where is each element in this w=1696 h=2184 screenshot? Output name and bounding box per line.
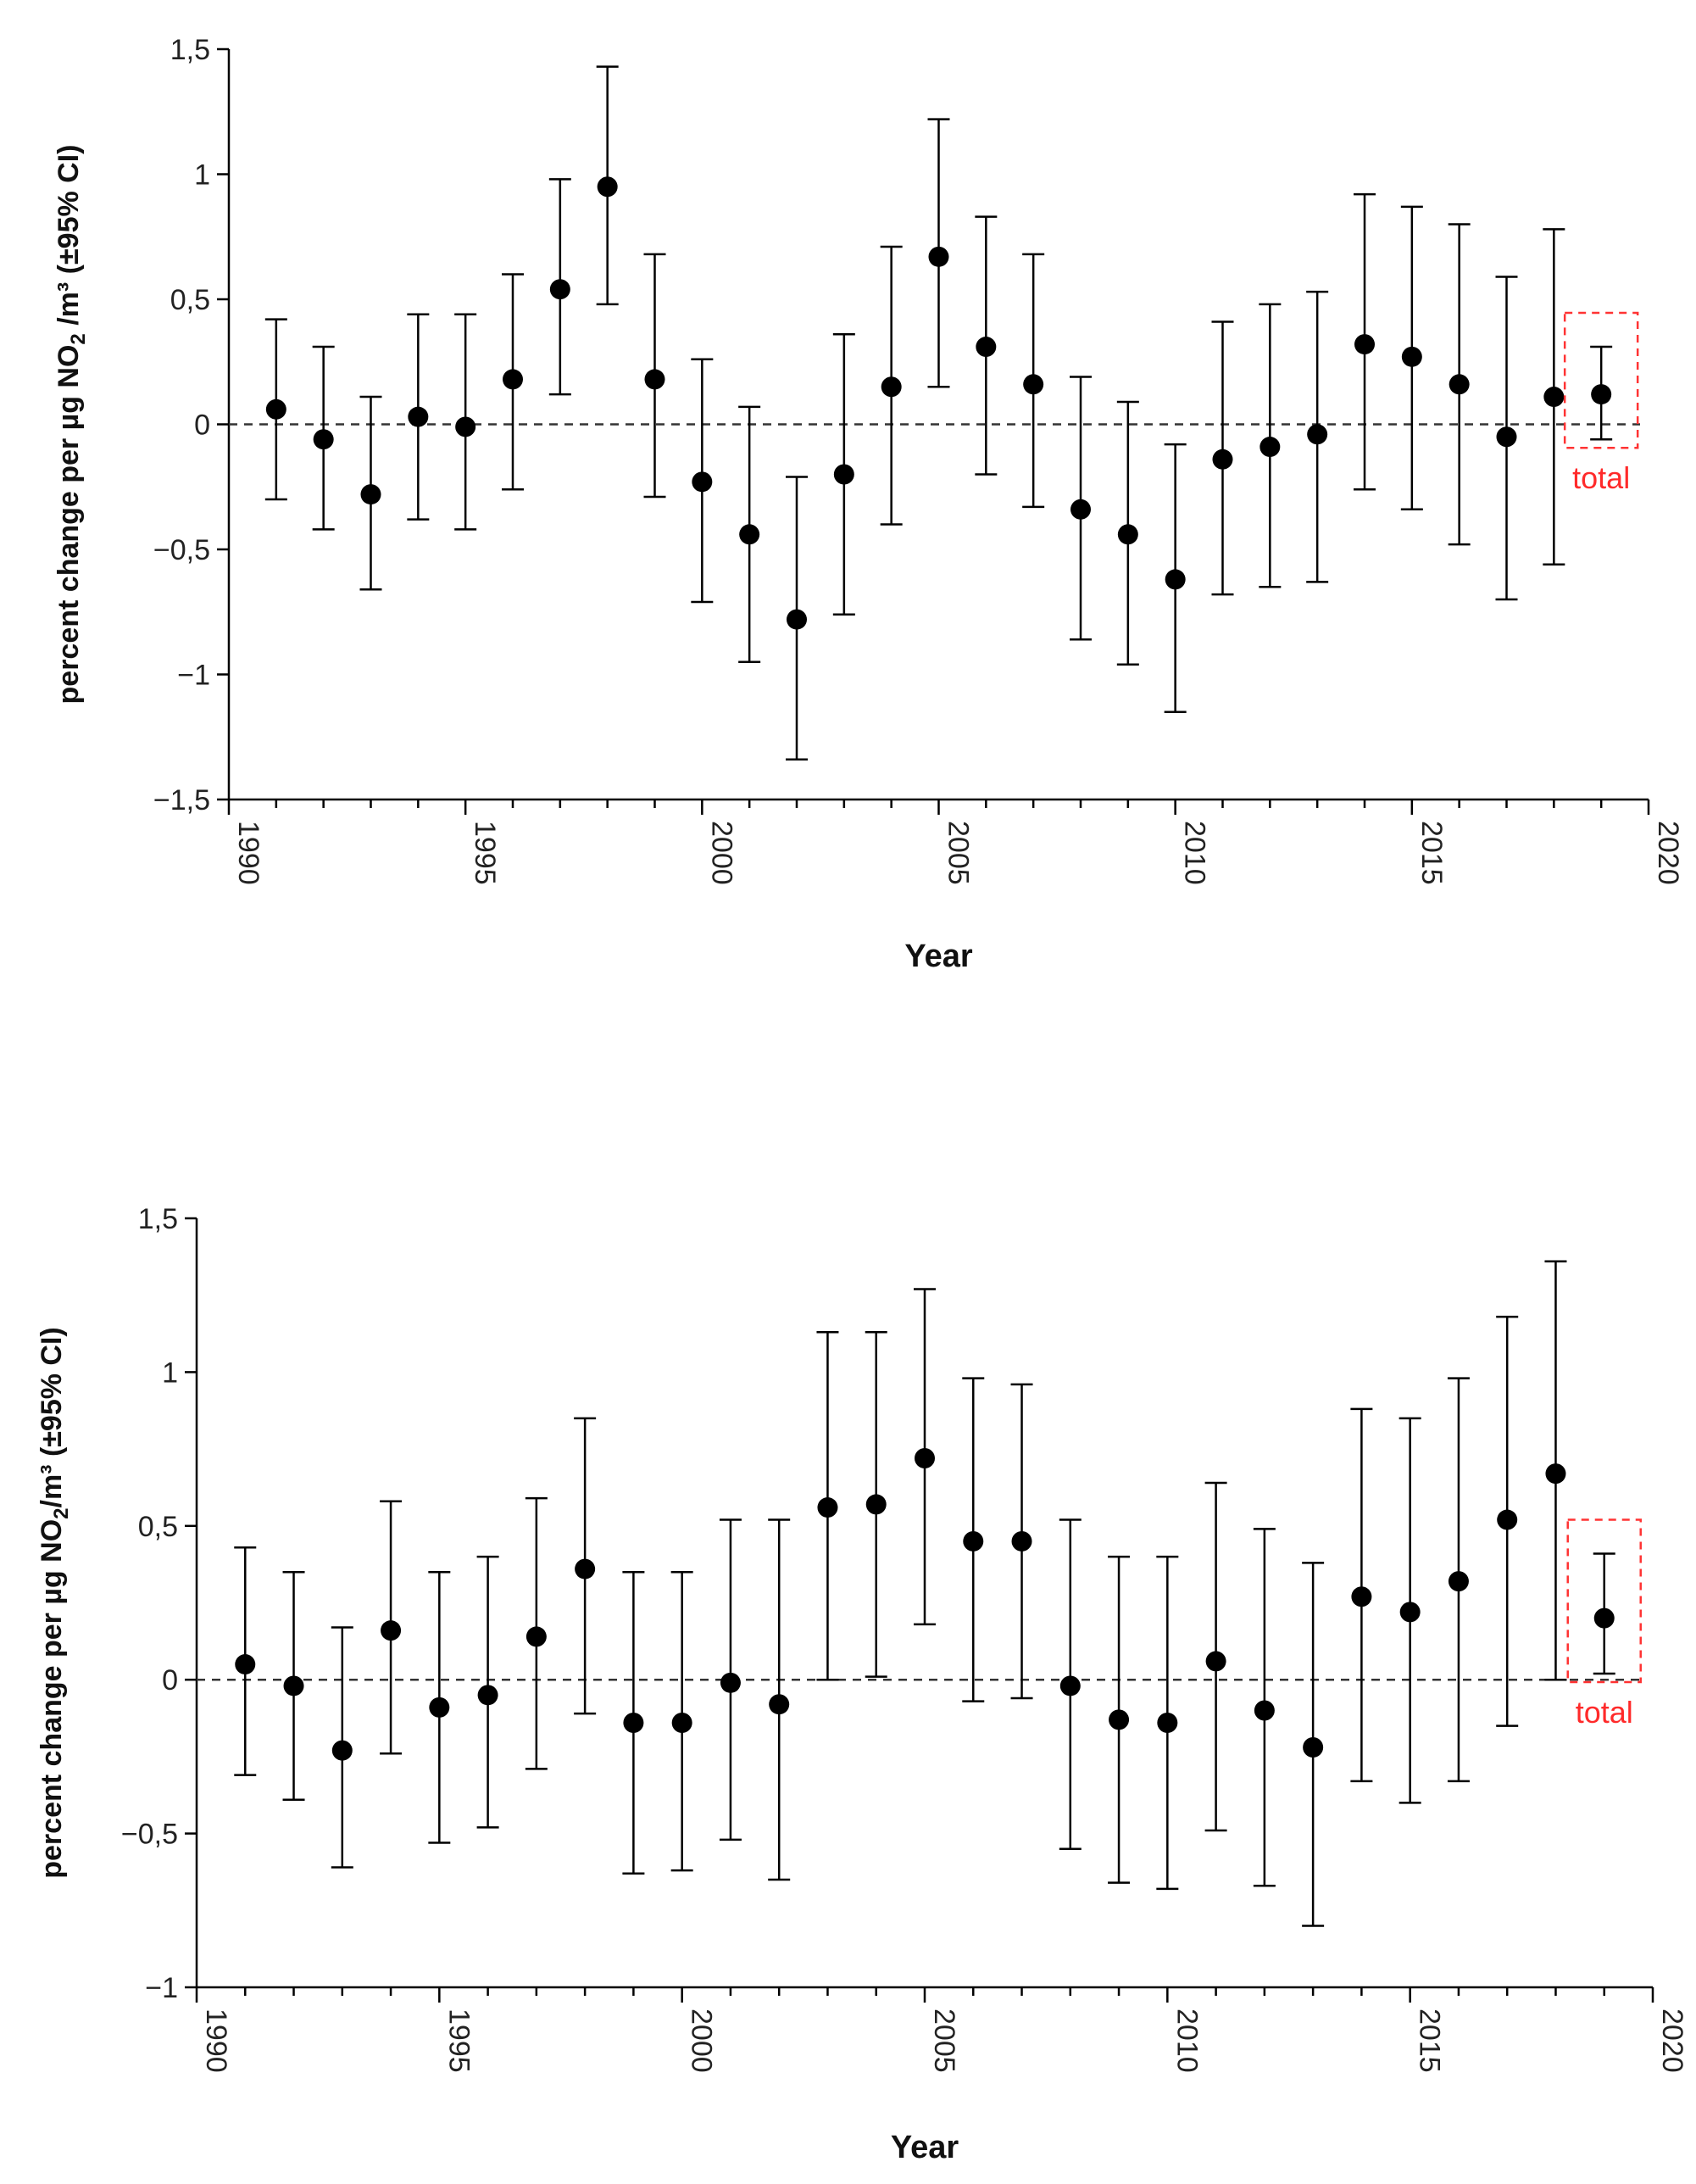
y-tick-label: −1 [177, 660, 210, 692]
data-point [976, 337, 997, 358]
data-point [692, 471, 713, 493]
data-point [915, 1447, 935, 1468]
data-point [865, 1494, 887, 1515]
data-point [1023, 374, 1044, 395]
data-point [1109, 1709, 1130, 1730]
data-point [1545, 1463, 1566, 1485]
y-tick-label: 0 [162, 1664, 178, 1696]
data-point-total [1591, 384, 1612, 405]
x-tick-label: 2005 [943, 821, 975, 885]
x-tick-label: 2000 [705, 821, 737, 885]
data-point [1303, 1737, 1324, 1758]
data-point [1307, 424, 1328, 445]
total-highlight-box [1566, 1518, 1642, 1684]
data-point [429, 1696, 450, 1718]
y-tick-label: 1,5 [138, 1203, 178, 1235]
data-point [1543, 387, 1565, 408]
chart-bottom: −1 −0,5 0 0,5 1 1,5 1990 1995 2000 2005 2010 2015 20… [36, 1203, 1688, 2165]
data-point [1399, 1602, 1421, 1623]
x-axis-title: Year [904, 939, 973, 974]
x-tick-label: 2020 [1652, 821, 1684, 885]
data-point [477, 1685, 498, 1706]
data-point [1011, 1530, 1032, 1552]
data-point [1157, 1712, 1178, 1733]
data-point [455, 416, 476, 437]
y-tick-label: 0 [194, 410, 210, 442]
data-point [235, 1654, 256, 1675]
y-tick-label: −1,5 [153, 784, 210, 816]
data-point [671, 1712, 692, 1733]
total-label: total [1572, 460, 1630, 495]
x-tick-label: 1995 [442, 2008, 475, 2073]
data-point [1205, 1651, 1226, 1672]
y-tick-label: −0,5 [153, 534, 210, 566]
y-tick-label: 0,5 [138, 1511, 178, 1543]
y-tick-label: 0,5 [170, 284, 210, 316]
data-point [623, 1712, 644, 1733]
data-point [381, 1620, 402, 1641]
data-point-total [1593, 1607, 1615, 1629]
y-tick-label: 1,5 [170, 34, 210, 66]
data-point [1497, 1509, 1518, 1530]
data-point [644, 369, 665, 390]
data-point [769, 1694, 790, 1715]
data-point [1449, 374, 1470, 395]
data-point [1496, 426, 1517, 448]
total-label: total [1576, 1695, 1633, 1730]
data-point [881, 376, 902, 398]
data-point [817, 1497, 838, 1518]
data-point [360, 484, 381, 505]
data-point [963, 1530, 984, 1552]
total-highlight-box [1563, 311, 1639, 449]
x-tick-label: 1990 [232, 821, 264, 885]
data-point [833, 464, 854, 485]
data-point [575, 1558, 596, 1580]
data-point [1117, 524, 1138, 545]
data-point [549, 279, 570, 300]
data-point [1165, 569, 1186, 590]
data-point [1354, 334, 1375, 355]
x-tick-label: 2005 [928, 2008, 960, 2073]
data-point [1259, 437, 1281, 458]
data-point [1401, 346, 1422, 367]
data-point [787, 609, 807, 630]
x-tick-label: 2010 [1171, 2008, 1203, 2073]
data-point [525, 1626, 547, 1647]
data-point [739, 524, 760, 545]
data-point [331, 1740, 353, 1761]
y-tick-label: −1 [145, 1972, 178, 2004]
x-tick-label: 2010 [1179, 821, 1211, 885]
data-point [503, 369, 523, 390]
x-tick-label: 1990 [200, 2008, 232, 2073]
data-point [1070, 499, 1091, 520]
y-tick-label: −0,5 [121, 1819, 178, 1851]
data-point [1448, 1571, 1469, 1592]
data-point [1351, 1586, 1372, 1607]
x-tick-label: 2020 [1656, 2008, 1688, 2073]
y-tick-label: 1 [194, 159, 210, 192]
x-tick-label: 2015 [1415, 821, 1448, 885]
data-point [408, 406, 429, 427]
data-point [1059, 1675, 1081, 1696]
y-axis-title: percent change per µg NO2 /m³ (±95% CI) [53, 145, 90, 705]
data-point [313, 429, 334, 450]
data-point [1212, 448, 1233, 470]
y-tick-label: 1 [162, 1357, 178, 1389]
chart-top: −1,5 −1 −0,5 0 0,5 1 1,5 1990 1995 2000 2005 2010 20… [53, 34, 1684, 974]
data-point [1254, 1700, 1275, 1721]
x-axis-title: Year [891, 2130, 959, 2165]
data-point [720, 1672, 741, 1693]
x-tick-label: 2015 [1414, 2008, 1446, 2073]
x-tick-label: 1995 [469, 821, 501, 885]
y-axis-title: percent change per µg NO2/m³ (±95% CI) [36, 1327, 73, 1879]
data-point [928, 246, 949, 267]
data-point [265, 398, 286, 420]
x-tick-label: 2000 [686, 2008, 718, 2073]
data-point [597, 176, 618, 198]
data-point [283, 1675, 304, 1696]
